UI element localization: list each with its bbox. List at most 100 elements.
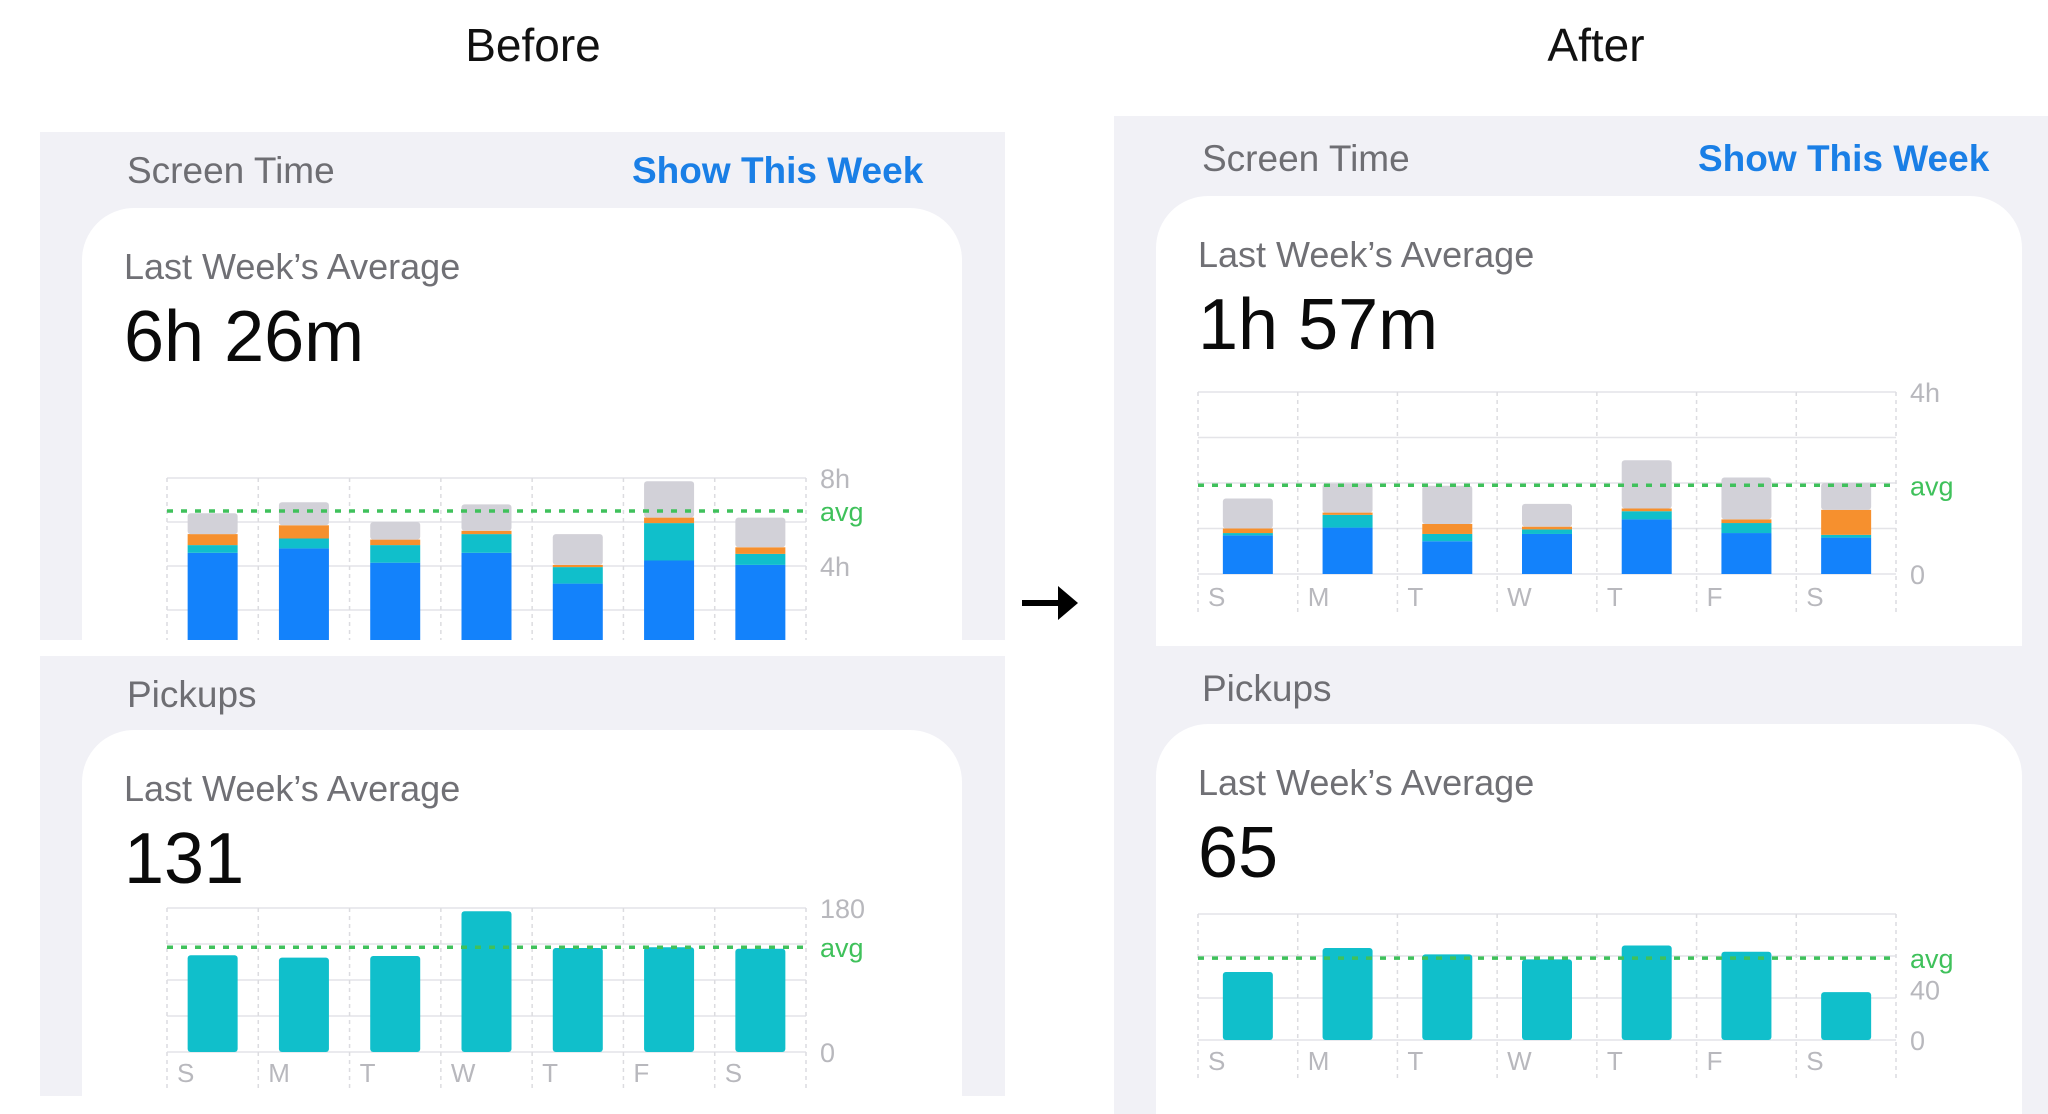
day-tick-label: T xyxy=(1607,1046,1623,1076)
bar-segment xyxy=(1721,533,1772,574)
avg-label: avg xyxy=(820,497,864,527)
bar-segment xyxy=(1721,477,1772,520)
bar-segment xyxy=(1222,971,1273,1040)
y-tick-label: 0 xyxy=(820,1038,835,1068)
average-value: 6h 26m xyxy=(124,297,365,377)
day-tick-label: M xyxy=(1308,1046,1330,1076)
bar-segment xyxy=(1621,508,1672,512)
day-tick-label: S xyxy=(177,1058,194,1088)
day-tick-label: F xyxy=(1707,1046,1723,1076)
bar-segment xyxy=(278,538,329,549)
bar-segment xyxy=(1322,514,1373,528)
after-screen-time-panel: Screen Time Show This Week Last Week’s A… xyxy=(1114,116,2048,646)
bar-segment xyxy=(461,534,512,553)
day-tick-label: T xyxy=(542,1058,558,1088)
bar-segment xyxy=(278,548,329,640)
bar-segment xyxy=(735,553,786,565)
bar-segment xyxy=(644,517,695,524)
avg-label: avg xyxy=(1910,944,1954,974)
day-tick-label: S xyxy=(725,1058,742,1088)
day-tick-label: F xyxy=(1707,582,1723,612)
bar-segment xyxy=(1422,485,1473,524)
bar-segment xyxy=(370,539,421,546)
y-tick-label: 4h xyxy=(820,552,850,582)
bar-segment xyxy=(1422,954,1473,1040)
day-tick-label: T xyxy=(1407,582,1423,612)
screen-time-bar-chart: SMTWTFSavg8h4h0 xyxy=(166,464,864,640)
bar-segment xyxy=(552,567,603,584)
day-tick-label: W xyxy=(1507,1046,1532,1076)
y-tick-label: 8h xyxy=(820,464,850,494)
bar-segment xyxy=(552,534,603,565)
show-this-week-link[interactable]: Show This Week xyxy=(632,150,924,191)
bar-segment xyxy=(461,530,512,535)
bar-segment xyxy=(1621,945,1672,1040)
bar-segment xyxy=(187,552,238,640)
bar-segment xyxy=(1821,992,1872,1040)
bar-segment xyxy=(1322,948,1373,1040)
y-tick-label: 4h xyxy=(1910,378,1940,408)
bar-segment xyxy=(1821,534,1872,538)
bar-segment xyxy=(1322,512,1373,515)
avg-label: avg xyxy=(820,933,864,963)
bar-segment xyxy=(278,525,329,539)
bar-segment xyxy=(370,522,421,540)
bar-segment xyxy=(552,564,603,568)
day-tick-label: S xyxy=(1208,582,1225,612)
average-value: 1h 57m xyxy=(1198,285,1439,365)
bar-segment xyxy=(1522,533,1572,574)
bar-segment xyxy=(644,523,695,561)
bar-segment xyxy=(187,513,238,535)
grid xyxy=(1197,391,1897,614)
day-tick-label: T xyxy=(1407,1046,1423,1076)
average-value: 131 xyxy=(124,819,245,899)
bar-segment xyxy=(1222,535,1273,574)
bar-segment xyxy=(735,517,786,548)
day-tick-label: S xyxy=(1806,582,1823,612)
bar-segment xyxy=(1721,951,1772,1040)
screen-time-card[interactable]: Last Week’s Average 6h 26m SMTWTFSavg8h4… xyxy=(82,208,962,640)
bar-segment xyxy=(1322,527,1373,574)
bar-segment xyxy=(1422,523,1473,534)
average-caption: Last Week’s Average xyxy=(1198,762,1535,803)
bar-segment xyxy=(370,545,421,563)
bar-segment xyxy=(1522,529,1572,534)
y-tick-label: 180 xyxy=(820,894,865,924)
bar-segment xyxy=(187,545,238,553)
bar-segment xyxy=(735,948,786,1052)
bar-segment xyxy=(1222,528,1273,534)
screen-time-section-label: Screen Time xyxy=(1202,138,1410,179)
bar-segment xyxy=(1621,511,1672,520)
bar-segment xyxy=(1522,526,1572,530)
bar-segment xyxy=(461,552,512,640)
day-tick-label: T xyxy=(1607,582,1623,612)
bar-segment xyxy=(187,534,238,546)
bar-segment xyxy=(1522,959,1572,1040)
y-tick-label: 40 xyxy=(1910,976,1940,1006)
bar-segment xyxy=(278,502,329,526)
y-tick-label: 0 xyxy=(1910,560,1925,590)
day-tick-label: W xyxy=(1507,582,1532,612)
average-caption: Last Week’s Average xyxy=(124,768,461,809)
bar-segment xyxy=(644,560,695,640)
bar-segment xyxy=(1422,541,1473,574)
day-tick-label: S xyxy=(1208,1046,1225,1076)
day-tick-label: F xyxy=(633,1058,649,1088)
screen-time-section-label: Screen Time xyxy=(127,150,335,191)
bar-segment xyxy=(187,955,238,1052)
day-tick-label: M xyxy=(1308,582,1330,612)
average-caption: Last Week’s Average xyxy=(124,246,461,287)
bar-segment xyxy=(1222,498,1273,529)
show-this-week-link[interactable]: Show This Week xyxy=(1698,138,1990,179)
before-screen-time-panel: Screen Time Show This Week Last Week’s A… xyxy=(40,132,1005,640)
bar-segment xyxy=(1721,523,1772,534)
day-tick-label: S xyxy=(1806,1046,1823,1076)
pickups-section-label: Pickups xyxy=(1202,668,1332,709)
bar-segment xyxy=(1322,483,1373,513)
pickups-section-label: Pickups xyxy=(127,674,257,715)
